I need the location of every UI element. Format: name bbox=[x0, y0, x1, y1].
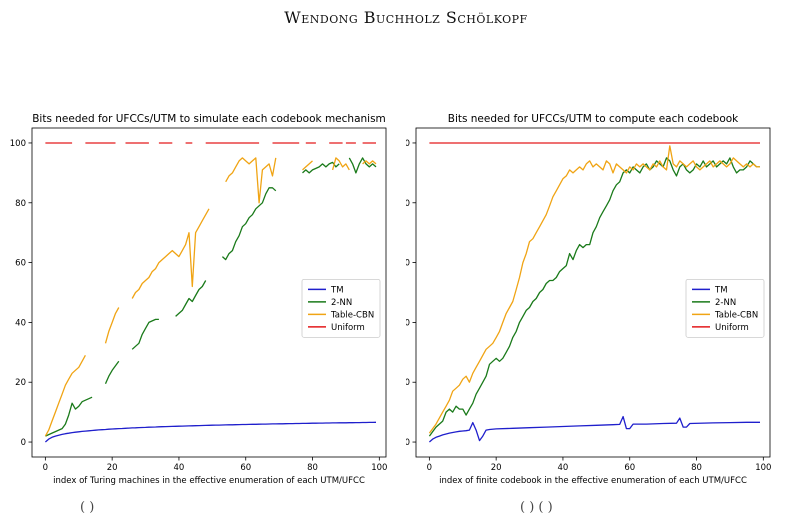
chart2-x-tick-label: 100 bbox=[755, 463, 771, 473]
chart-left-figure: Bits needed for UFCCs/UTM to simulate ea… bbox=[10, 113, 388, 486]
chart2-y-tick-label: 60 bbox=[406, 259, 410, 269]
chart1-y-tick-label: 100 bbox=[10, 139, 26, 149]
chart1-y-tick-label: 40 bbox=[15, 318, 26, 328]
chart1-x-tick-label: 100 bbox=[371, 463, 387, 473]
chart2-y-tick-label: 20 bbox=[406, 378, 410, 388]
chart1-y-tick-label: 60 bbox=[15, 259, 26, 269]
chart2-series-2-nn bbox=[428, 157, 760, 437]
chart1-legend bbox=[301, 278, 381, 338]
footer-right: ( ) ( ) bbox=[520, 500, 553, 515]
chart2-y-tick-label: 80 bbox=[406, 199, 410, 209]
chart2-title: Bits needed for UFCCs/UTM to compute eac… bbox=[448, 113, 739, 125]
chart1-x-tick-label: 80 bbox=[307, 463, 318, 473]
chart2-series-table-cbn bbox=[428, 145, 760, 434]
chart1-x-axis-label: index of Turing machines in the effectiv… bbox=[53, 476, 365, 486]
chart1-title: Bits needed for UFCCs/UTM to simulate ea… bbox=[32, 113, 386, 125]
chart2-x-tick-label: 60 bbox=[624, 463, 635, 473]
chart2-plot-area bbox=[415, 127, 771, 458]
running-head: Wendong Buchholz Schölkopf bbox=[284, 8, 528, 27]
chart1-legend-label-2-nn: 2-NN bbox=[331, 298, 352, 308]
chart2-x-tick-label: 40 bbox=[558, 463, 569, 473]
chart2-legend-label-tm: TM bbox=[714, 285, 728, 295]
chart2-legend-label-uniform: Uniform bbox=[715, 323, 749, 333]
chart1-x-tick-label: 0 bbox=[43, 463, 48, 473]
chart2-legend-label-table-cbn: Table-CBN bbox=[714, 310, 758, 320]
chart-right-figure: Bits needed for UFCCs/UTM to compute eac… bbox=[406, 113, 771, 486]
chart1-y-tick-label: 80 bbox=[15, 199, 26, 209]
chart1-x-tick-label: 40 bbox=[174, 463, 185, 473]
chart2-x-tick-label: 0 bbox=[427, 463, 432, 473]
chart2-x-tick-label: 80 bbox=[691, 463, 702, 473]
chart1-series-tm bbox=[44, 421, 377, 443]
chart1-legend-label-uniform: Uniform bbox=[331, 323, 365, 333]
chart1-plot-area bbox=[31, 127, 387, 458]
chart1-y-tick-label: 20 bbox=[15, 378, 26, 388]
chart2-x-axis-label: index of finite codebook in the effectiv… bbox=[439, 476, 747, 486]
chart2-x-tick-label: 20 bbox=[491, 463, 502, 473]
chart1-series-2-nn bbox=[45, 157, 377, 437]
chart2-y-tick-label: 100 bbox=[406, 139, 410, 149]
chart1-x-tick-label: 60 bbox=[240, 463, 251, 473]
chart1-legend-label-table-cbn: Table-CBN bbox=[330, 310, 374, 320]
chart1-x-tick-label: 20 bbox=[107, 463, 118, 473]
chart2-y-tick-label: 0 bbox=[406, 438, 410, 448]
footer-left: ( ) bbox=[80, 500, 95, 515]
chart2-series-tm bbox=[428, 415, 760, 443]
chart1-y-tick-label: 0 bbox=[21, 438, 26, 448]
footer-text: ( ) ( ) ( ) bbox=[0, 500, 812, 519]
chart2-y-tick-label: 40 bbox=[406, 318, 410, 328]
chart2-legend-label-2-nn: 2-NN bbox=[715, 298, 736, 308]
chart1-series-table-cbn bbox=[44, 157, 377, 437]
chart1-legend-label-tm: TM bbox=[330, 285, 344, 295]
chart2-legend bbox=[685, 278, 765, 338]
